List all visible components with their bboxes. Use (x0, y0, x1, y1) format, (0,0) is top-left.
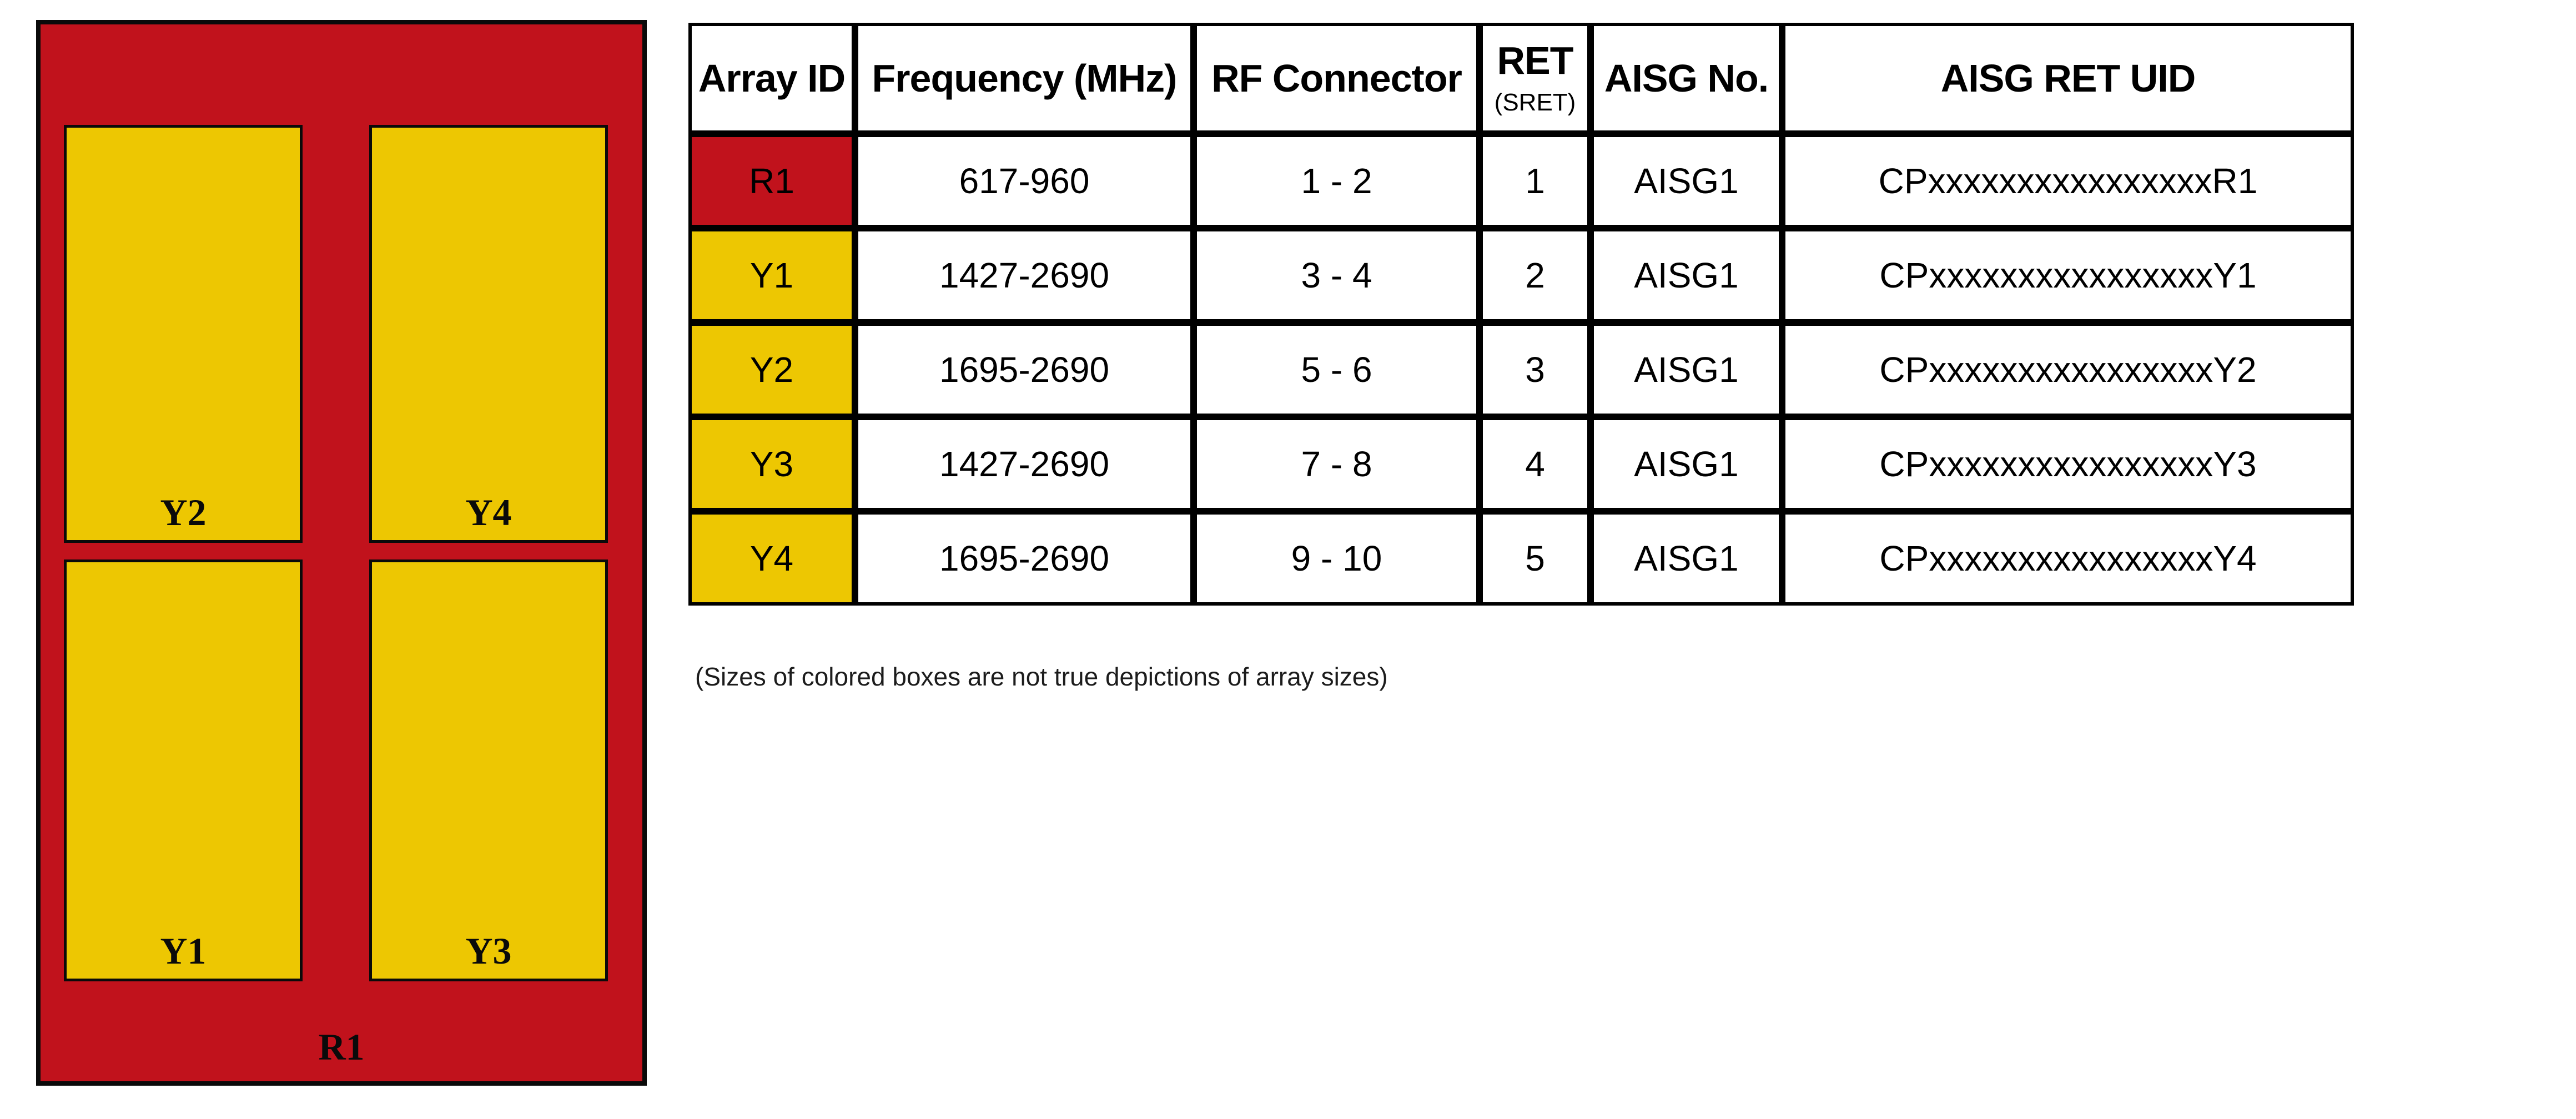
array-box-y2: Y2 (64, 125, 303, 543)
cell-ret: 5 (1480, 511, 1591, 606)
cell-array-id: Y1 (688, 228, 855, 322)
cell-aisg-ret-uid: CPxxxxxxxxxxxxxxxxY2 (1782, 322, 2354, 417)
cell-array-id: Y3 (688, 417, 855, 511)
cell-rf-connector: 3 - 4 (1194, 228, 1480, 322)
table-row-y2: Y2 1695-2690 5 - 6 3 AISG1 CPxxxxxxxxxxx… (688, 322, 2354, 417)
header-ret-main: RET (1497, 39, 1574, 83)
header-ret: RET (SRET) (1480, 23, 1591, 134)
cell-aisg-no: AISG1 (1591, 228, 1782, 322)
array-box-y3-label: Y3 (465, 930, 512, 972)
cell-aisg-ret-uid: CPxxxxxxxxxxxxxxxxR1 (1782, 134, 2354, 228)
array-box-y2-label: Y2 (160, 491, 207, 533)
array-spec-table: Array ID Frequency (MHz) RF Connector RE… (688, 23, 2354, 606)
header-aisg-ret-uid: AISG RET UID (1782, 23, 2354, 134)
footnote: (Sizes of colored boxes are not true dep… (695, 662, 1388, 691)
header-frequency: Frequency (MHz) (855, 23, 1194, 134)
cell-rf-connector: 1 - 2 (1194, 134, 1480, 228)
array-outer-label-r1: R1 (318, 1026, 365, 1068)
cell-frequency: 1695-2690 (855, 511, 1194, 606)
cell-array-id: Y2 (688, 322, 855, 417)
header-ret-sub: (SRET) (1494, 88, 1576, 116)
cell-aisg-no: AISG1 (1591, 511, 1782, 606)
table-row-y3: Y3 1427-2690 7 - 8 4 AISG1 CPxxxxxxxxxxx… (688, 417, 2354, 511)
array-box-y3: Y3 (369, 560, 608, 981)
table-header-row: Array ID Frequency (MHz) RF Connector RE… (688, 23, 2354, 134)
array-layout-diagram: Y2 Y4 Y1 Y3 R1 (36, 20, 647, 1086)
cell-aisg-ret-uid: CPxxxxxxxxxxxxxxxxY4 (1782, 511, 2354, 606)
cell-frequency: 1427-2690 (855, 228, 1194, 322)
array-box-y4-label: Y4 (465, 491, 512, 533)
table-row-y1: Y1 1427-2690 3 - 4 2 AISG1 CPxxxxxxxxxxx… (688, 228, 2354, 322)
cell-frequency: 1427-2690 (855, 417, 1194, 511)
cell-ret: 2 (1480, 228, 1591, 322)
cell-aisg-ret-uid: CPxxxxxxxxxxxxxxxxY3 (1782, 417, 2354, 511)
cell-ret: 1 (1480, 134, 1591, 228)
cell-rf-connector: 9 - 10 (1194, 511, 1480, 606)
array-box-y1: Y1 (64, 560, 303, 981)
cell-aisg-ret-uid: CPxxxxxxxxxxxxxxxxY1 (1782, 228, 2354, 322)
header-rf-connector: RF Connector (1194, 23, 1480, 134)
cell-frequency: 617-960 (855, 134, 1194, 228)
cell-ret: 4 (1480, 417, 1591, 511)
cell-array-id: Y4 (688, 511, 855, 606)
header-array-id: Array ID (688, 23, 855, 134)
cell-rf-connector: 5 - 6 (1194, 322, 1480, 417)
header-aisg-no: AISG No. (1591, 23, 1782, 134)
cell-frequency: 1695-2690 (855, 322, 1194, 417)
cell-aisg-no: AISG1 (1591, 322, 1782, 417)
table-row-r1: R1 617-960 1 - 2 1 AISG1 CPxxxxxxxxxxxxx… (688, 134, 2354, 228)
cell-aisg-no: AISG1 (1591, 417, 1782, 511)
table-row-y4: Y4 1695-2690 9 - 10 5 AISG1 CPxxxxxxxxxx… (688, 511, 2354, 606)
array-box-y4: Y4 (369, 125, 608, 543)
cell-ret: 3 (1480, 322, 1591, 417)
cell-aisg-no: AISG1 (1591, 134, 1782, 228)
cell-rf-connector: 7 - 8 (1194, 417, 1480, 511)
cell-array-id: R1 (688, 134, 855, 228)
array-box-y1-label: Y1 (160, 930, 207, 972)
